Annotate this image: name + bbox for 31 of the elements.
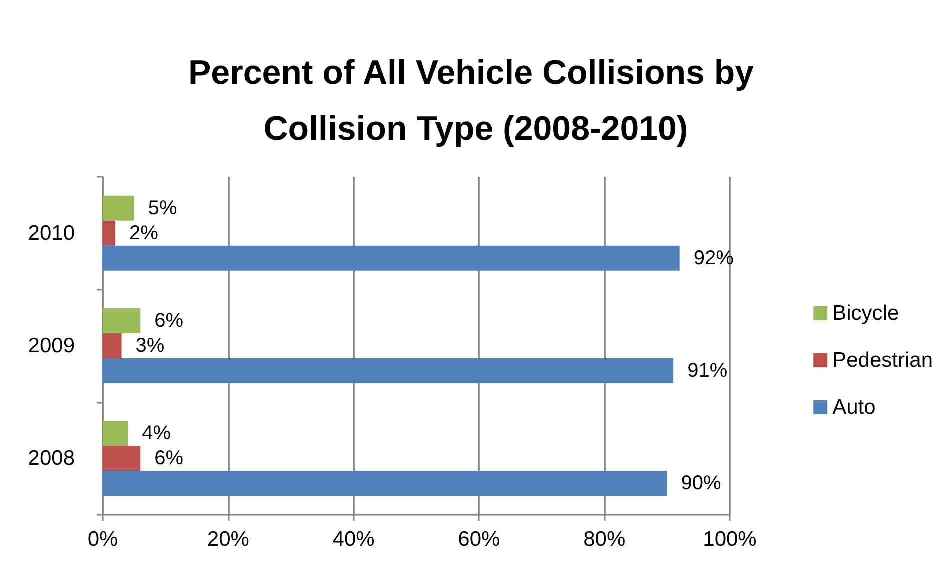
data-label: 91% xyxy=(688,360,728,382)
data-label: 3% xyxy=(136,335,165,357)
x-tick-label: 60% xyxy=(458,528,500,551)
x-tick-label: 0% xyxy=(88,528,118,551)
y-tick-label: 2010 xyxy=(28,222,75,245)
legend-label: Bicycle xyxy=(832,302,900,325)
x-tick-label: 100% xyxy=(703,528,757,551)
bar xyxy=(103,220,116,246)
bar xyxy=(103,471,668,496)
y-tick-label: 2009 xyxy=(28,334,75,358)
bar xyxy=(103,446,141,472)
y-tick-label: 2008 xyxy=(28,447,75,470)
data-label: 2% xyxy=(130,222,159,244)
x-tick-label: 20% xyxy=(207,528,250,551)
data-label: 6% xyxy=(154,448,184,470)
bar xyxy=(103,358,674,384)
chart-title: Percent of All Vehicle Collisions by Collision Type (2008-2010) xyxy=(188,54,764,148)
x-tick-label: 40% xyxy=(332,528,375,551)
data-label: 90% xyxy=(681,472,722,495)
data-label: 92% xyxy=(694,247,734,270)
data-label: 6% xyxy=(154,310,184,332)
data-label: 4% xyxy=(142,422,172,445)
bar xyxy=(103,334,122,358)
data-label: 5% xyxy=(148,197,178,220)
bar xyxy=(103,246,680,271)
bar xyxy=(103,308,141,334)
legend-label: Pedestrian xyxy=(832,349,934,372)
bar xyxy=(103,421,128,446)
legend-label: Auto xyxy=(832,396,876,419)
bar xyxy=(103,196,134,221)
x-tick-label: 80% xyxy=(584,528,626,551)
